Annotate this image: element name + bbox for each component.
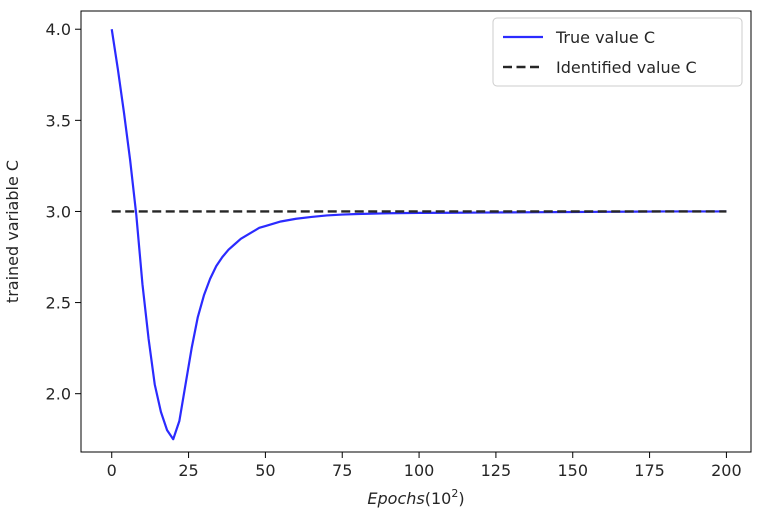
x-tick-label: 75 (332, 461, 352, 480)
y-tick-label: 2.5 (46, 294, 71, 313)
legend: True value C Identified value C (492, 17, 743, 87)
plot-frame (80, 10, 752, 453)
x-tick-label: 125 (481, 461, 512, 480)
x-tick-label: 100 (404, 461, 435, 480)
x-label-italic: Epochs (367, 489, 424, 508)
plot-content (110, 29, 727, 441)
y-tick-label: 2.0 (46, 385, 71, 404)
x-axis-label: Epochs(102) (367, 487, 464, 508)
x-tick-label: 25 (178, 461, 198, 480)
x-tick-label: 175 (634, 461, 665, 480)
legend-label-2: Identified value C (556, 58, 697, 77)
y-tick-label: 3.5 (46, 111, 71, 130)
y-axis-label: trained variable C (3, 160, 22, 303)
x-label-base: (10 (425, 489, 452, 508)
series-line-1 (110, 29, 727, 441)
x-tick-label: 0 (107, 461, 117, 480)
x-tick-label: 50 (255, 461, 275, 480)
x-axis-ticks: 0 25 50 75 100 125 150 175 200 (107, 452, 742, 480)
y-axis-ticks: 2.0 2.5 3.0 3.5 4.0 (46, 20, 81, 404)
legend-label-1: True value C (555, 28, 655, 47)
y-tick-label: 4.0 (46, 20, 71, 39)
x-tick-label: 200 (711, 461, 742, 480)
x-label-superscript: 2 (451, 487, 458, 500)
legend-box (492, 17, 743, 87)
x-tick-label: 150 (557, 461, 588, 480)
x-label-close: ) (458, 489, 464, 508)
y-tick-label: 3.0 (46, 202, 71, 221)
